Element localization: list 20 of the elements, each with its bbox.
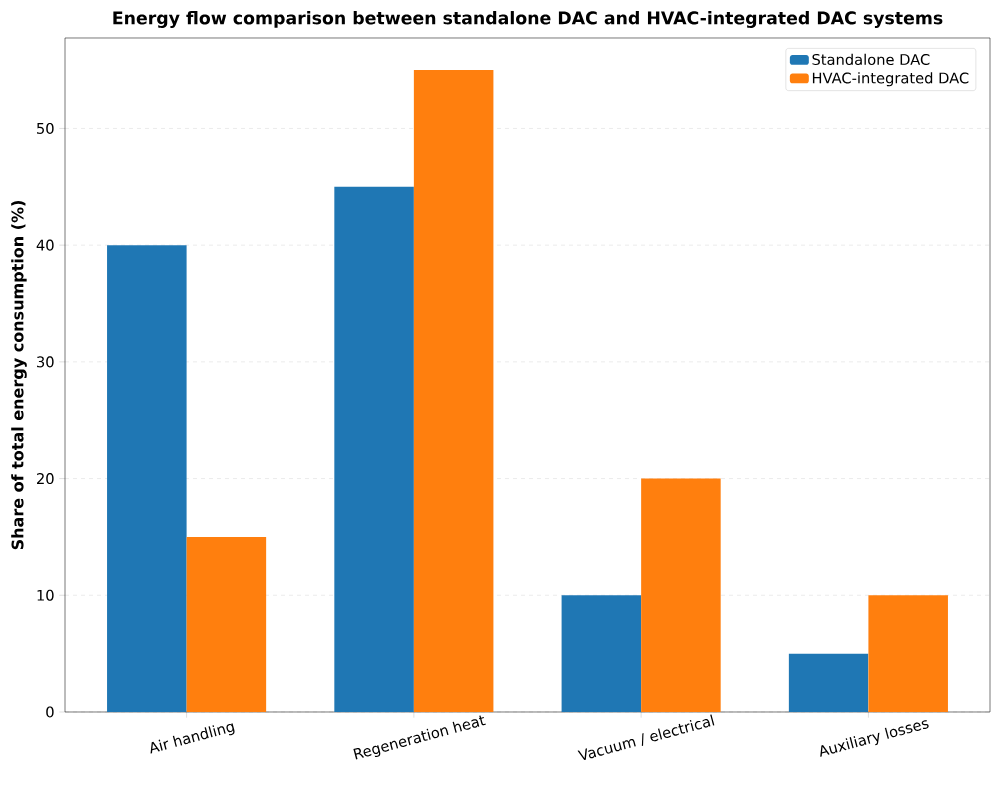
y-tick-label: 30 (37, 356, 54, 368)
chart-title: Energy flow comparison between standalone DAC and HVAC-integrated DAC systems (113, 11, 943, 28)
x-tick-label: Auxiliary losses (820, 720, 929, 757)
y-tick-label: 40 (36, 239, 54, 251)
bar (186, 536, 267, 712)
bar (868, 595, 948, 712)
bar (334, 186, 414, 712)
bar (788, 653, 869, 712)
y-axis-title: Share of total energy consumption (%) (11, 200, 27, 550)
y-tick-label: 50 (37, 122, 54, 134)
bar (561, 595, 642, 712)
y-tick-label: 10 (37, 589, 54, 601)
bar (413, 70, 494, 712)
bar (107, 245, 187, 712)
legend-label: HVAC-integrated DAC (812, 72, 969, 87)
y-tick-label: 20 (37, 473, 54, 485)
legend-label: Standalone DAC (812, 53, 930, 66)
x-tick-label: Air handling (150, 723, 235, 754)
y-tick-label: 0 (46, 706, 54, 718)
bar (641, 478, 721, 712)
